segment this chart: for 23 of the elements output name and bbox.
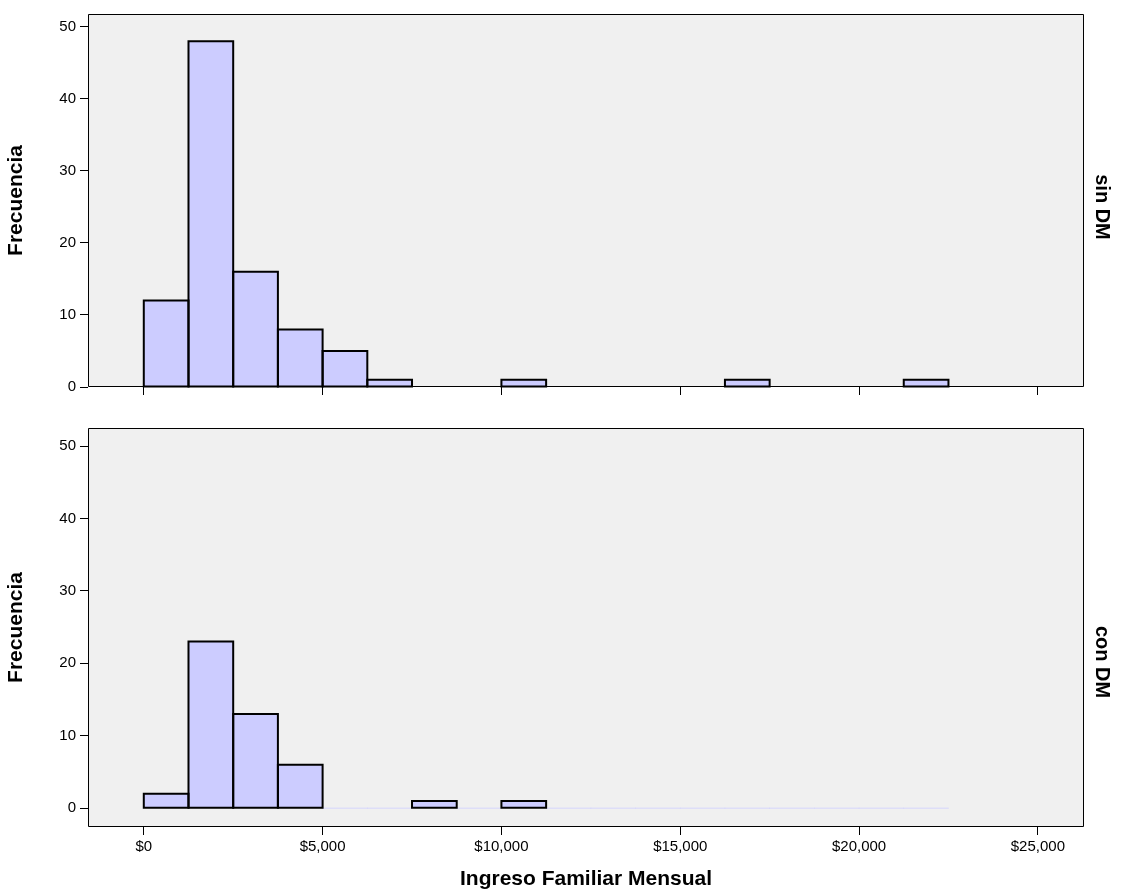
y-tick-label: 20 <box>59 653 76 671</box>
y-tick-label: 10 <box>59 305 76 323</box>
y-tick-label: 30 <box>59 581 76 599</box>
y-tick-label: 40 <box>59 508 76 526</box>
y-tick-label: 20 <box>59 233 76 251</box>
y-axis-title: Frecuencia <box>3 571 27 683</box>
text: sin DM <box>1092 174 1115 240</box>
x-tick-label: $0 <box>135 837 153 855</box>
y-tick-label: 50 <box>59 17 76 35</box>
x-tick-label: $5,000 <box>299 837 346 855</box>
y-tick-label: 10 <box>59 725 76 743</box>
y-tick-label: 0 <box>67 377 76 395</box>
y-axis-title: Frecuencia <box>3 144 27 256</box>
text: con DM <box>1092 625 1115 699</box>
y-tick-label: 40 <box>59 89 76 107</box>
y-tick-label: 50 <box>59 436 76 454</box>
x-axis-title: Ingreso Familiar Mensual <box>459 866 713 890</box>
x-tick-label: $15,000 <box>653 837 708 855</box>
x-tick-label: $20,000 <box>831 837 887 855</box>
y-tick-label: 0 <box>67 798 76 816</box>
x-tick-label: $10,000 <box>474 837 529 855</box>
y-tick-label: 30 <box>59 161 76 179</box>
x-tick-label: $25,000 <box>1010 837 1065 855</box>
